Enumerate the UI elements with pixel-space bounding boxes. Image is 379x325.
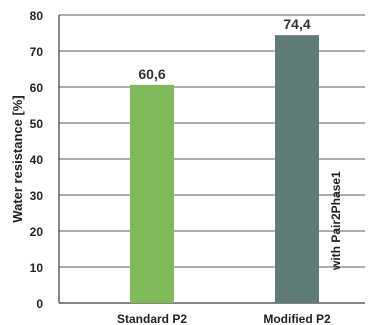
bars-layer (130, 35, 319, 303)
y-tick-label: 10 (30, 261, 44, 275)
grid-layer (59, 14, 365, 268)
bar-value-label: 74,4 (283, 16, 310, 32)
y-tick-label: 30 (30, 189, 44, 203)
y-tick-label: 80 (30, 9, 44, 23)
y-tick-label: 60 (30, 81, 44, 95)
bar-value-label: 60,6 (138, 66, 165, 82)
y-tick-label: 20 (30, 225, 44, 239)
y-tick-label: 70 (30, 45, 44, 59)
bar-2 (275, 35, 319, 303)
bar-annotation: with Pair2Phase1 (329, 171, 343, 271)
y-tick-label: 0 (36, 297, 43, 311)
x-category-label: Standard P2 (117, 312, 187, 325)
labels-layer: 60,6 Standard P2 74,4 Modified P2 with Pair2… (117, 16, 343, 325)
x-category-label: Modified P2 (263, 312, 331, 325)
y-tick-label: 40 (30, 153, 44, 167)
y-axis-title: Water resistance [%] (10, 95, 25, 222)
y-tick-label: 50 (30, 117, 44, 131)
bar-1 (130, 84, 174, 303)
axis-layer: 0 10 20 30 40 50 60 70 80 Water resistance [%] (10, 9, 365, 311)
